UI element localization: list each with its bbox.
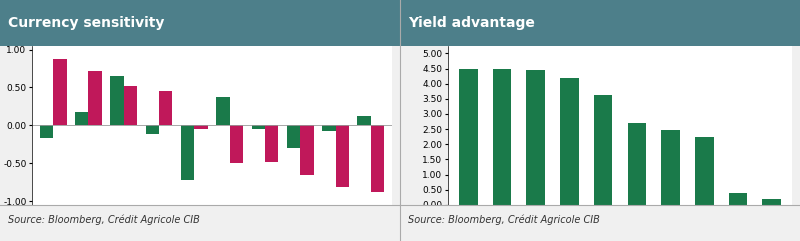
Bar — [216, 97, 230, 125]
Bar — [762, 199, 781, 205]
Bar — [251, 125, 265, 129]
Bar — [159, 91, 173, 125]
Bar — [493, 69, 511, 205]
Bar — [40, 125, 53, 138]
Text: Source: Bloomberg, Crédit Agricole CIB: Source: Bloomberg, Crédit Agricole CIB — [8, 215, 200, 226]
Bar — [594, 95, 613, 205]
Bar — [358, 116, 371, 125]
Bar — [110, 76, 124, 125]
Bar — [662, 130, 680, 205]
Bar — [695, 137, 714, 205]
Bar — [627, 123, 646, 205]
Text: Source: Bloomberg, Crédit Agricole CIB: Source: Bloomberg, Crédit Agricole CIB — [408, 215, 600, 226]
Bar — [560, 78, 578, 205]
Bar — [89, 71, 102, 125]
Bar — [335, 125, 349, 187]
Bar — [265, 125, 278, 162]
Bar — [300, 125, 314, 174]
Bar — [322, 125, 335, 131]
Bar — [181, 125, 194, 180]
Bar — [526, 70, 545, 205]
Bar — [194, 125, 208, 129]
Bar — [124, 86, 137, 125]
Bar — [230, 125, 243, 163]
Bar — [459, 68, 478, 205]
Text: Yield advantage: Yield advantage — [408, 16, 535, 30]
Bar — [287, 125, 300, 148]
Bar — [729, 193, 747, 205]
Bar — [371, 125, 384, 192]
Bar — [53, 59, 66, 125]
Bar — [75, 112, 89, 125]
Text: Currency sensitivity: Currency sensitivity — [8, 16, 164, 30]
Bar — [146, 125, 159, 134]
